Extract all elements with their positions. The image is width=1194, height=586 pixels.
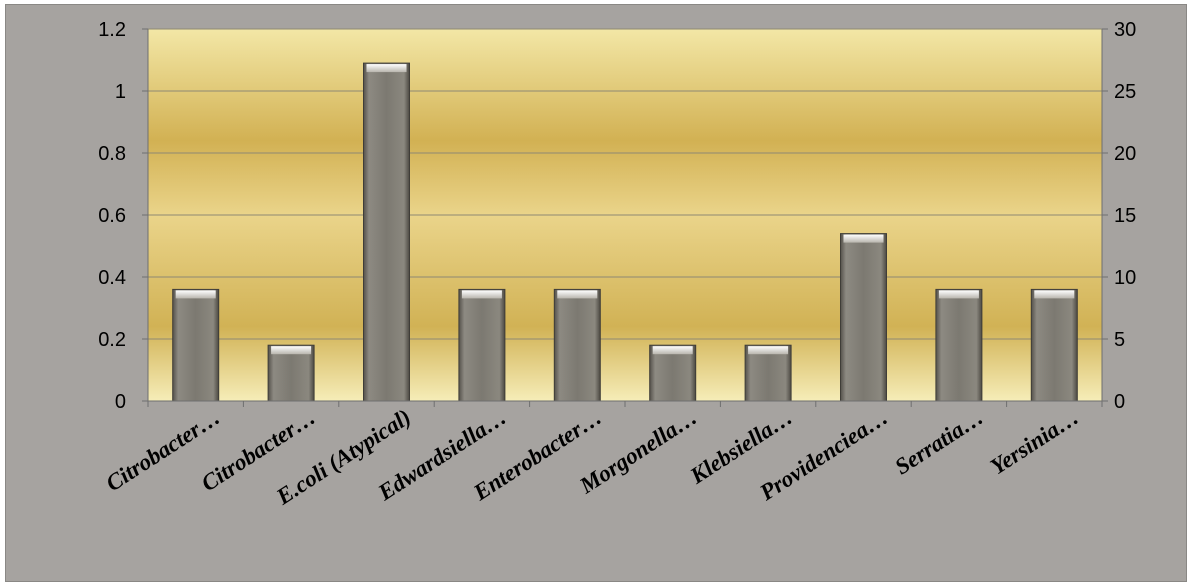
y-tick-label: 0.2 xyxy=(98,329,126,351)
y-tick-label: 0.6 xyxy=(98,205,126,227)
bar-body xyxy=(840,233,887,402)
bar xyxy=(840,233,887,402)
chart-area: 0 0.2 0.4 0.6 0.8 1 1.2 0 5 10 15 20 25 30 Citrobacter… xyxy=(5,4,1187,582)
bar xyxy=(363,62,410,402)
bar-chart: 00.20.40.60.811.2051015202530Citrobacter… xyxy=(98,19,1136,510)
bar-highlight xyxy=(461,290,502,299)
bar xyxy=(267,344,315,402)
bar xyxy=(172,288,220,402)
bar-body xyxy=(1030,288,1078,402)
y2-tick-label: 25 xyxy=(1114,81,1136,103)
bar-highlight xyxy=(748,346,789,355)
bar-highlight xyxy=(843,234,884,243)
bar-highlight xyxy=(366,64,407,73)
bar-body xyxy=(363,62,410,402)
bar xyxy=(649,344,697,402)
y2-tick-label: 10 xyxy=(1114,267,1136,289)
bar-body xyxy=(267,344,315,402)
bar-highlight xyxy=(175,290,216,299)
x-category-label: Serratia… xyxy=(890,404,987,479)
bar-highlight xyxy=(1034,290,1075,299)
y-tick-label: 0.4 xyxy=(98,267,126,289)
bar xyxy=(935,288,983,402)
x-category-label: Yersinia… xyxy=(986,404,1083,479)
y2-tick-label: 5 xyxy=(1114,329,1125,351)
bar-highlight xyxy=(652,346,693,355)
bar-body xyxy=(458,288,506,402)
bar xyxy=(553,288,601,402)
bar xyxy=(1030,288,1078,402)
bar xyxy=(744,344,792,402)
bar-body xyxy=(172,288,220,402)
y-tick-label: 0 xyxy=(115,391,126,413)
y2-tick-label: 0 xyxy=(1114,391,1125,413)
y-tick-label: 1.2 xyxy=(98,19,126,41)
y-tick-label: 1 xyxy=(115,81,126,103)
bar xyxy=(458,288,506,402)
y2-tick-label: 20 xyxy=(1114,143,1136,165)
bar-body xyxy=(935,288,983,402)
bar-highlight xyxy=(271,346,312,355)
bar-highlight xyxy=(557,290,598,299)
bar-highlight xyxy=(938,290,979,299)
y2-tick-label: 15 xyxy=(1114,205,1136,227)
y2-tick-label: 30 xyxy=(1114,19,1136,41)
bar-body xyxy=(553,288,601,402)
y-tick-label: 0.8 xyxy=(98,143,126,165)
